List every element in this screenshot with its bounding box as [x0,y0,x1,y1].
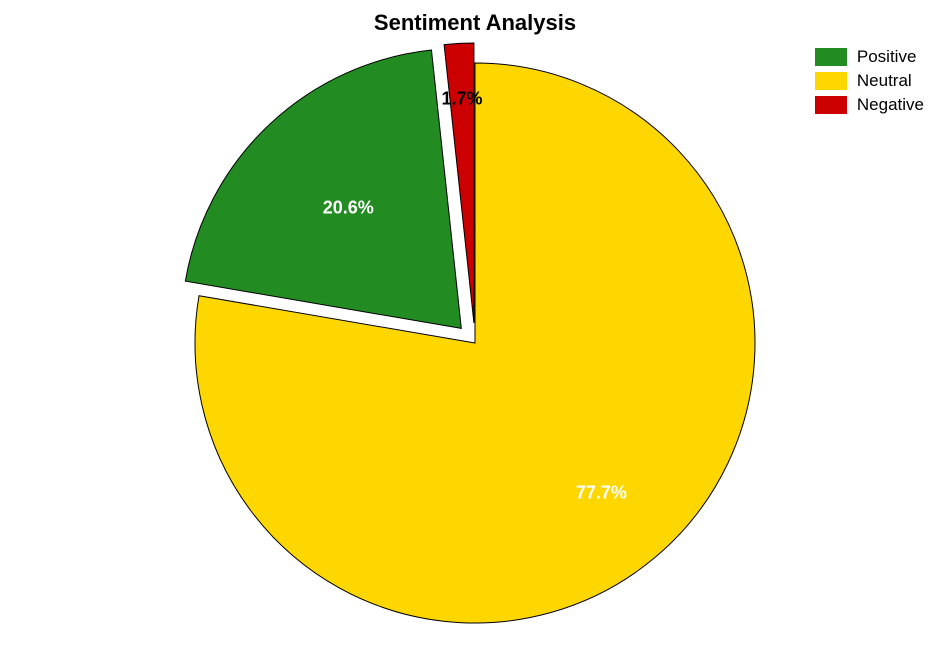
legend-swatch-negative [815,96,847,114]
legend-item-positive: Positive [815,47,924,67]
legend-item-neutral: Neutral [815,71,924,91]
legend-label-positive: Positive [857,47,917,67]
legend-label-negative: Negative [857,95,924,115]
legend-label-neutral: Neutral [857,71,912,91]
slice-label-negative: 1.7% [441,89,482,110]
legend: Positive Neutral Negative [815,47,924,119]
pie-slice-positive [185,50,461,328]
slice-label-neutral: 77.7% [576,482,627,503]
slice-label-positive: 20.6% [323,197,374,218]
legend-swatch-neutral [815,72,847,90]
legend-swatch-positive [815,48,847,66]
legend-item-negative: Negative [815,95,924,115]
